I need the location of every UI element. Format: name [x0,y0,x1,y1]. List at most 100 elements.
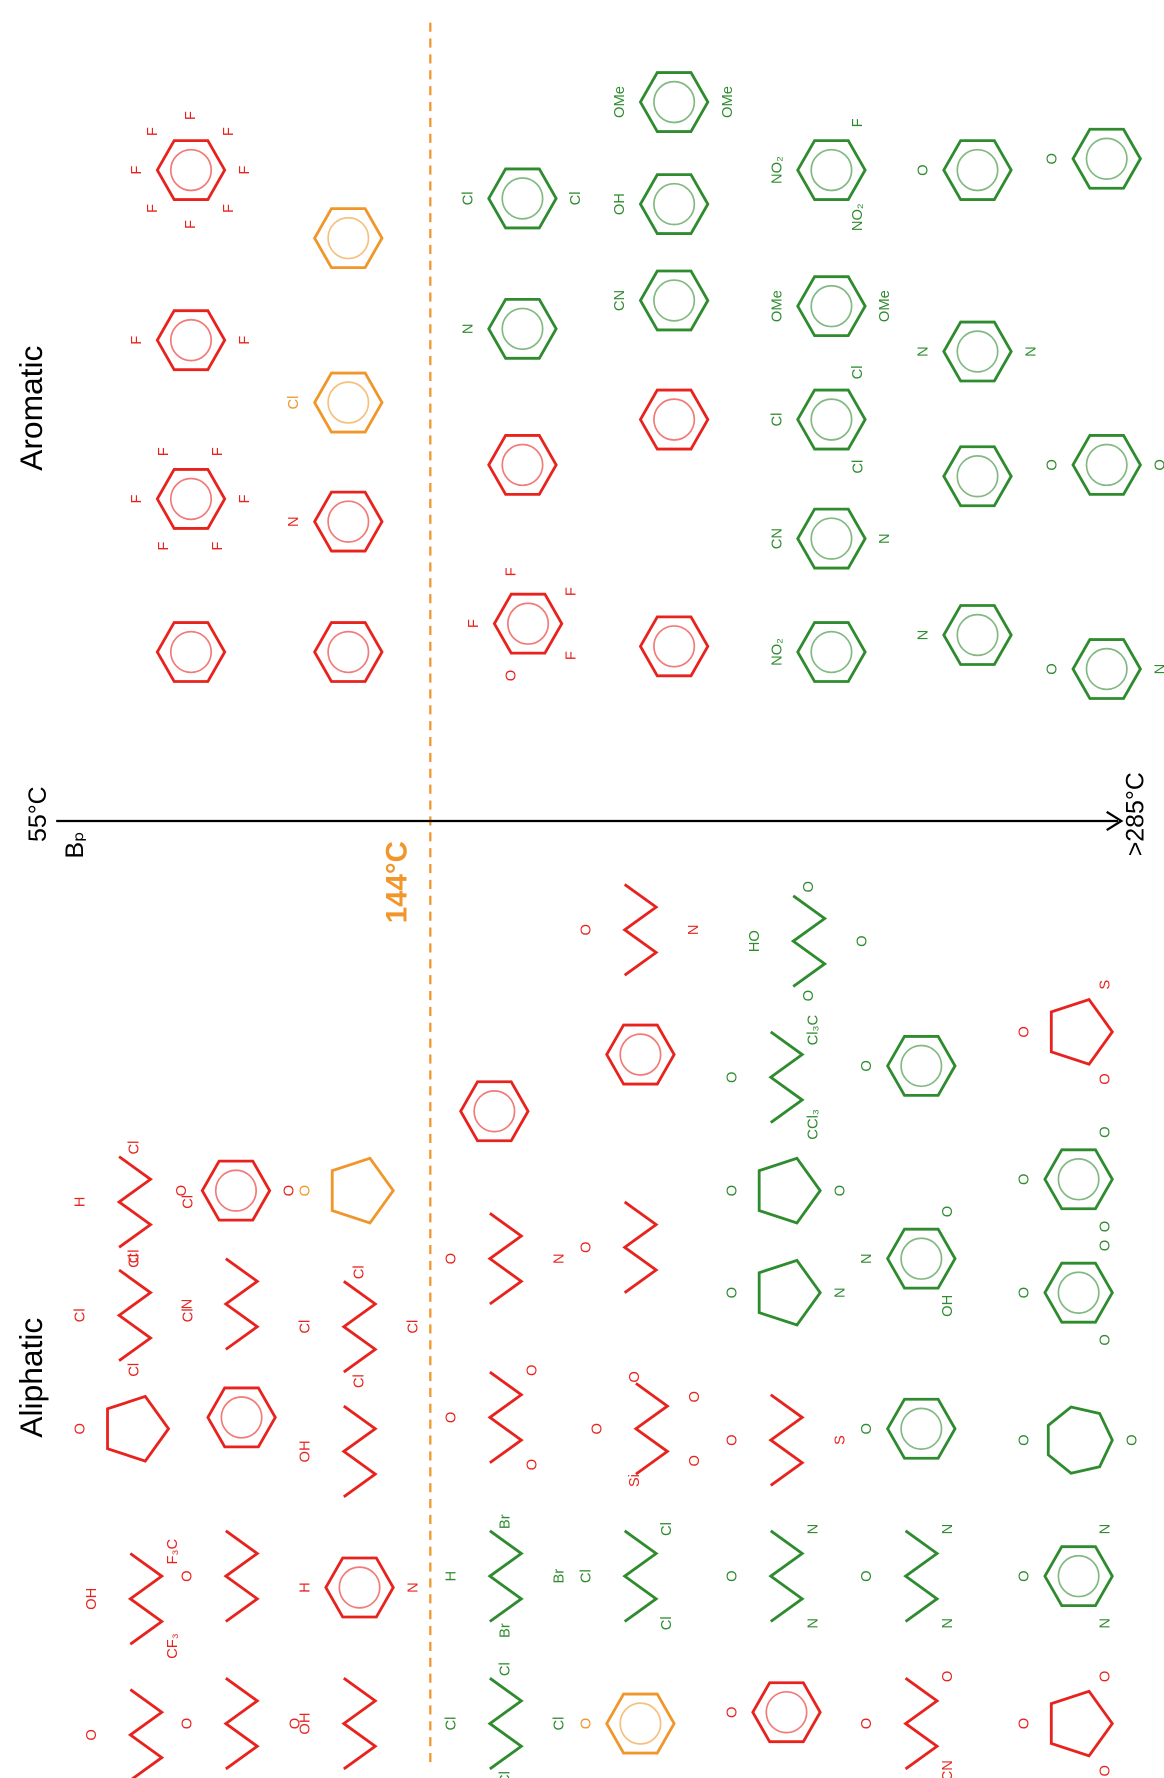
atom-label: O [1097,1334,1113,1345]
atom-label: CCl₃ [805,1109,821,1140]
atom-label: Cl [181,1308,197,1322]
atom-label: O [1097,1240,1113,1251]
atom-label: O [724,1185,740,1196]
threshold-label: 144°C [381,841,414,923]
atom-label: O [180,1718,196,1729]
aromatic-ring [339,1567,379,1608]
atom-label: N [940,1524,956,1535]
atom-label: O [1017,1718,1033,1729]
aromatic-ring [654,626,694,667]
aromatic-ring [216,1170,256,1211]
atom-label: CN [769,528,785,549]
aromatic-ring [1058,1159,1098,1200]
atom-label: O [578,1718,594,1729]
atom-label: N [859,1253,875,1264]
atom-label: O [84,1729,100,1740]
aromatic-ring [766,1692,806,1733]
atom-label: N [460,324,476,335]
atom-label: Cl [351,1374,367,1388]
atom-label: Cl [659,1616,675,1630]
aromatic-ring [1086,649,1126,690]
atom-label: O [801,881,817,892]
atom-label: O [73,1423,89,1434]
atom-label: F [221,204,237,213]
aromatic-ring [957,150,997,191]
aromatic-ring [328,501,368,542]
atom-label: Cl [659,1522,675,1536]
molecule-ring [759,1260,820,1325]
atom-label: OMe [612,86,628,118]
atom-label: Cl [405,1320,421,1334]
molecule-ring [332,1158,393,1223]
atom-label: Cl [498,1771,514,1778]
atom-label: O [1045,153,1061,164]
atom-label: N [1097,1618,1113,1629]
atom-label: Br [551,1569,567,1584]
atom-label: F [156,542,172,551]
aromatic-ring [901,1238,941,1279]
molecule-ring [759,1158,820,1223]
atom-label: Br [498,1514,514,1529]
aromatic-ring [901,1408,941,1449]
atom-label: O [180,1570,196,1581]
axis-end: >285°C [1123,772,1150,856]
atom-label: F [129,336,145,345]
atom-label: OH [298,1440,314,1462]
atom-label: O [724,1570,740,1581]
atom-label: O [940,1206,956,1217]
molecule-chain [490,1531,521,1622]
atom-label: O [1017,1026,1033,1037]
molecule-chain [226,1678,257,1769]
atom-label: Cl [127,1249,143,1263]
atom-label: N [877,533,893,544]
atom-label: HO [747,930,763,952]
atom-label: H [298,1582,314,1593]
aromatic-ring [474,1091,514,1132]
aromatic-ring [328,218,368,259]
axis-start: 55°C [25,786,52,842]
aromatic-ring [171,479,211,520]
molecule-chain [771,1395,802,1486]
aromatic-ring [654,399,694,440]
atom-label: S [1097,980,1113,990]
atom-label: O [1045,663,1061,674]
atom-label: O [687,1455,703,1466]
atom-label: H [73,1197,89,1208]
atom-label: O [1097,1126,1113,1137]
atom-label: F [237,336,253,345]
atom-label: F [503,567,519,576]
atom-label: OMe [769,290,785,322]
aromatic-ring [328,382,368,423]
atom-label: N [686,925,702,936]
atom-label: N [180,1299,196,1310]
molecule-chain [490,1213,521,1304]
diagram: Aromatic Aliphatic 55°C Bₚ >285°C 144°C … [0,0,1164,1778]
atom-label: Cl [769,413,785,427]
molecule-chain [130,1553,161,1644]
atom-label: N [805,1524,821,1535]
aromatic-ring [1058,1272,1098,1313]
aromatic-ring [811,286,851,327]
aromatic-ring [957,615,997,656]
atom-label: N [940,1618,956,1629]
atom-label: O [915,164,931,175]
molecule-chain [226,1259,257,1350]
atom-label: O [503,670,519,681]
aromatic-ring [1086,445,1126,486]
molecule-chain [793,896,824,987]
atom-label: O [1153,459,1164,470]
atom-label: O [855,935,871,946]
aromatic-ring [508,603,548,644]
heading: Aromatic [13,346,49,471]
aromatic-ring [811,399,851,440]
atom-label: OH [612,193,628,215]
aromatic-ring [654,280,694,321]
atom-label: O [859,1423,875,1434]
atom-label: Cl [850,365,866,379]
atom-label: O [1017,1287,1033,1298]
atom-label: O [940,1671,956,1682]
atom-label: N [1153,664,1164,675]
atom-label: O [1017,1434,1033,1445]
atom-label: F [145,204,161,213]
atom-label: Cl [460,191,476,205]
